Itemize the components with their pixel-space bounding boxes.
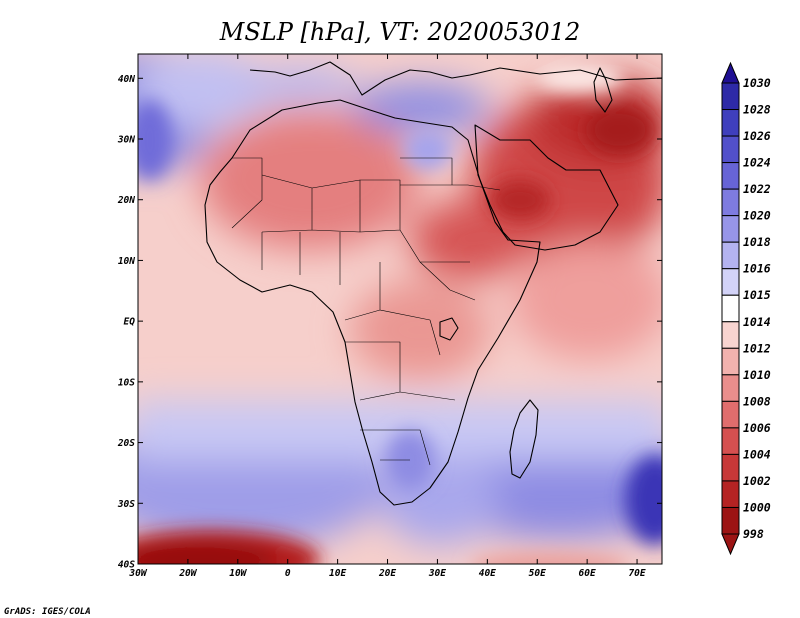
colorbar-swatch	[721, 241, 740, 270]
colorbar-label: 1014	[743, 315, 771, 329]
lon-tick-label: 30W	[128, 568, 147, 579]
colorbar-label: 1012	[743, 341, 771, 355]
colorbar-swatch	[721, 268, 740, 296]
lon-tick-label: 60E	[579, 568, 596, 579]
lon-tick-label: 10W	[229, 568, 247, 579]
lake-victoria	[439, 317, 459, 341]
colorbar-label: 1015	[743, 288, 771, 302]
colorbar-label: 1002	[743, 474, 771, 488]
colorbar-swatch	[721, 347, 740, 376]
lat-tick-label: 30N	[117, 135, 135, 146]
colorbar-top-arrow	[721, 61, 740, 84]
lat-tick-label: 20S	[117, 438, 135, 449]
colorbar-label: 1010	[743, 368, 771, 382]
colorbar-swatch	[721, 109, 740, 137]
colorbar-swatch	[721, 162, 740, 190]
colorbar-label: 1018	[743, 235, 771, 249]
lon-tick-label: 40E	[479, 568, 496, 579]
colorbar-swatch	[721, 506, 740, 535]
lat-tick-label: 40N	[118, 74, 135, 85]
colorbar-swatch	[721, 453, 740, 482]
colorbar-label: 1004	[743, 447, 771, 461]
colorbar-swatch	[721, 135, 740, 164]
credit-text: GrADS: IGES/COLA	[4, 607, 91, 617]
colorbar-label: 1020	[743, 209, 771, 223]
colorbar-label: 1016	[743, 262, 771, 276]
lon-tick-label: 50E	[529, 568, 546, 579]
arabia-coastline	[474, 124, 619, 251]
colorbar-swatch	[721, 427, 740, 455]
colorbar-label: 1022	[743, 182, 771, 196]
europe-coastline	[249, 61, 662, 96]
colorbar-swatch	[721, 82, 740, 111]
lat-tick-label: 40S	[118, 560, 135, 571]
lat-axis: 40N 30N 20N 10N EQ 10S 20S 30S 40S	[117, 74, 662, 571]
lat-tick-label: 10S	[118, 377, 135, 388]
lon-tick-label: 0	[285, 568, 291, 579]
caspian-sea	[593, 67, 613, 113]
colorbar-label: 1024	[743, 156, 771, 170]
colorbar-label: 1028	[743, 103, 771, 117]
coastlines	[204, 61, 662, 506]
map-title: MSLP [hPa], VT: 2020053012	[219, 18, 580, 46]
country-borders	[231, 157, 501, 466]
plot-frame	[137, 53, 663, 565]
lon-tick-label: 20W	[178, 568, 197, 579]
colorbar-bottom-arrow	[721, 533, 740, 556]
colorbar-label: 1008	[743, 394, 771, 408]
lat-tick-label: 30S	[117, 499, 135, 510]
colorbar-label: 1026	[743, 129, 771, 143]
lon-tick-label: 10E	[329, 568, 346, 579]
lon-tick-label: 70E	[628, 568, 645, 579]
lat-tick-label: 10N	[118, 256, 135, 267]
colorbar-swatch	[721, 294, 740, 323]
colorbar-label: 1000	[743, 500, 771, 514]
colorbar-swatch	[721, 215, 740, 243]
colorbar-label: 1006	[743, 421, 771, 435]
lon-tick-label: 30E	[428, 568, 446, 579]
lat-tick-label: EQ	[124, 317, 136, 328]
pressure-field	[138, 54, 662, 564]
colorbar-swatch	[721, 374, 740, 402]
colorbar-swatch	[721, 400, 740, 429]
lat-tick-label: 20N	[117, 195, 135, 206]
colorbar-label: 1030	[743, 76, 771, 90]
colorbar-label: 998	[743, 527, 764, 541]
colorbar-swatch	[721, 188, 740, 217]
africa-coastline	[204, 99, 541, 506]
madagascar-coastline	[509, 399, 539, 479]
colorbar: 1030 1028 1026 1024 1022 1020 1018 1016 1015 1014…	[721, 61, 771, 556]
lon-axis: 30W 20W 10W 0 10E 20E 30E 40E 50E 60E 70E	[128, 54, 646, 579]
lon-tick-label: 20E	[378, 568, 396, 579]
colorbar-swatch	[721, 480, 740, 508]
colorbar-swatch	[721, 321, 740, 349]
